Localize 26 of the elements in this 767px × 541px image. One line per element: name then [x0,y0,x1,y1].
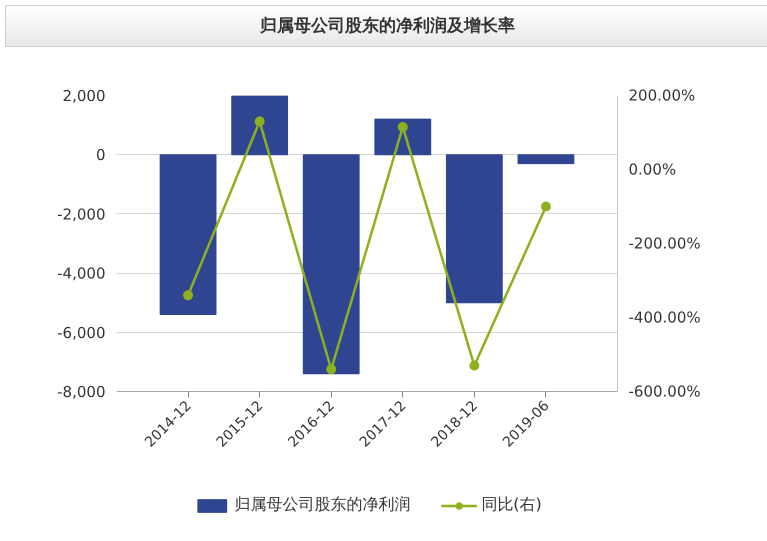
point [398,122,408,132]
bar [518,154,574,164]
y2-tick-label: 200.00% [628,86,696,104]
point [183,290,194,300]
y2-tick-label: 0.00% [628,160,676,178]
point [469,360,480,371]
bar [160,154,216,316]
y-tick-label: -8,000 [57,383,106,401]
y-tick-label: 0 [96,146,106,164]
y2-tick-label: -600.00% [628,382,701,400]
y-tick-label: -4,000 [57,264,106,283]
y-tick-label: -2,000 [57,205,106,224]
y2-tick-label: -400.00% [628,308,701,326]
legend-label: 同比(右) [481,494,542,516]
point [540,202,551,212]
y-tick-label: 2,000 [62,87,106,105]
legend-label: 归属母公司股东的净利润 [234,494,410,516]
bar [446,154,503,304]
chart-title: 归属母公司股东的净利润及增长率 [260,15,515,38]
bar [302,154,360,374]
y-tick-label: -6,000 [57,324,106,342]
point [326,364,336,374]
point [254,116,265,126]
bar [231,96,288,156]
y2-tick-label: -200.00% [628,234,701,252]
bar [374,118,432,156]
